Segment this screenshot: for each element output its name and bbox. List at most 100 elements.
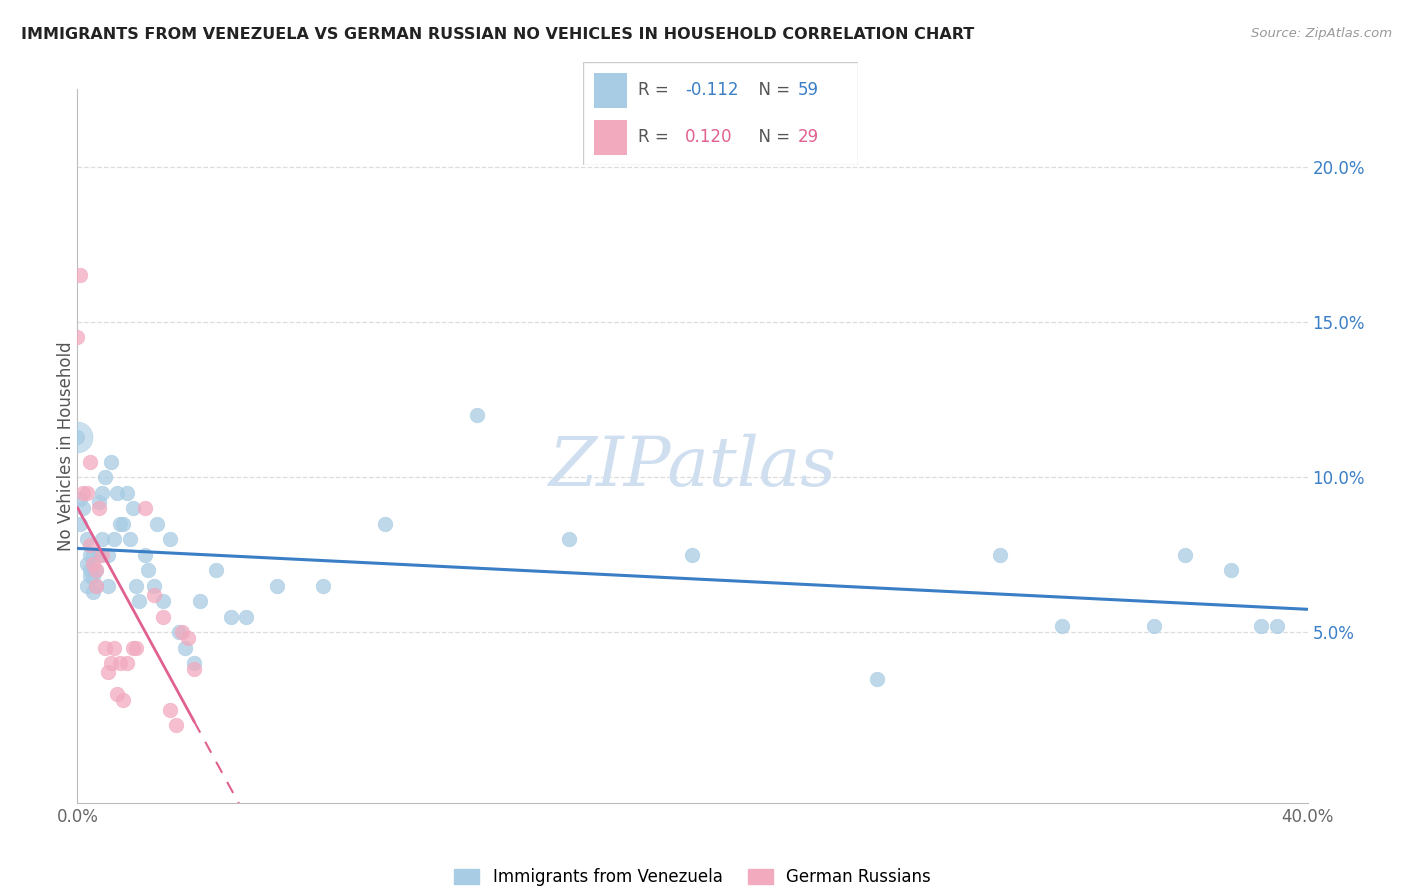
- Point: [76, 557, 98, 571]
- Point: [105, 485, 128, 500]
- Text: Source: ZipAtlas.com: Source: ZipAtlas.com: [1251, 27, 1392, 40]
- Point: [82, 548, 104, 562]
- Text: R =: R =: [638, 81, 675, 99]
- Point: [76, 532, 98, 546]
- Point: [97, 548, 120, 562]
- Point: [90, 485, 114, 500]
- Point: [1219, 563, 1241, 577]
- Point: [84, 579, 107, 593]
- Point: [72, 485, 94, 500]
- Point: [79, 548, 101, 562]
- Point: [69, 268, 91, 283]
- Point: [1050, 619, 1073, 633]
- Text: IMMIGRANTS FROM VENEZUELA VS GERMAN RUSSIAN NO VEHICLES IN HOUSEHOLD CORRELATION: IMMIGRANTS FROM VENEZUELA VS GERMAN RUSS…: [21, 27, 974, 42]
- Point: [177, 632, 200, 646]
- Point: [170, 625, 193, 640]
- Point: [159, 532, 181, 546]
- Legend: Immigrants from Venezuela, German Russians: Immigrants from Venezuela, German Russia…: [447, 861, 938, 892]
- Point: [125, 579, 148, 593]
- Point: [115, 656, 138, 670]
- Point: [465, 408, 488, 422]
- Point: [866, 672, 889, 686]
- Point: [988, 548, 1011, 562]
- Point: [79, 569, 101, 583]
- Point: [90, 532, 114, 546]
- Point: [266, 579, 288, 593]
- Point: [125, 640, 148, 655]
- Point: [103, 640, 125, 655]
- Y-axis label: No Vehicles in Household: No Vehicles in Household: [58, 341, 75, 551]
- Point: [374, 516, 396, 531]
- Point: [188, 594, 212, 608]
- Point: [72, 501, 94, 516]
- Point: [146, 516, 169, 531]
- Text: 59: 59: [797, 81, 818, 99]
- Point: [136, 563, 159, 577]
- FancyBboxPatch shape: [595, 120, 627, 155]
- Point: [682, 548, 704, 562]
- Point: [143, 588, 166, 602]
- Point: [312, 579, 335, 593]
- Point: [82, 557, 104, 571]
- Point: [76, 485, 98, 500]
- Point: [90, 548, 114, 562]
- Text: N =: N =: [748, 128, 796, 146]
- Point: [82, 569, 104, 583]
- Point: [69, 491, 91, 506]
- Point: [159, 703, 181, 717]
- Point: [183, 662, 205, 676]
- Point: [97, 665, 120, 680]
- Point: [84, 563, 107, 577]
- Point: [112, 516, 135, 531]
- Point: [69, 516, 91, 531]
- Point: [134, 501, 156, 516]
- Point: [1143, 619, 1166, 633]
- Point: [152, 594, 174, 608]
- Point: [1174, 548, 1197, 562]
- Point: [167, 625, 190, 640]
- FancyBboxPatch shape: [583, 62, 858, 165]
- Point: [152, 609, 174, 624]
- Point: [235, 609, 257, 624]
- Point: [204, 563, 226, 577]
- Point: [66, 430, 89, 444]
- Point: [134, 548, 156, 562]
- FancyBboxPatch shape: [595, 73, 627, 108]
- Point: [79, 538, 101, 552]
- Point: [110, 516, 132, 531]
- Point: [121, 501, 143, 516]
- Point: [219, 609, 242, 624]
- Point: [110, 656, 132, 670]
- Point: [84, 563, 107, 577]
- Point: [128, 594, 150, 608]
- Point: [100, 656, 122, 670]
- Text: N =: N =: [748, 81, 796, 99]
- Point: [84, 579, 107, 593]
- Point: [1265, 619, 1288, 633]
- Point: [165, 718, 187, 732]
- Point: [97, 579, 120, 593]
- Point: [143, 579, 166, 593]
- Point: [1250, 619, 1272, 633]
- Point: [94, 640, 117, 655]
- Point: [66, 430, 89, 444]
- Point: [66, 330, 89, 344]
- Point: [174, 640, 197, 655]
- Point: [105, 687, 128, 701]
- Point: [118, 532, 141, 546]
- Point: [183, 656, 205, 670]
- Point: [94, 470, 117, 484]
- Point: [112, 693, 135, 707]
- Text: 29: 29: [797, 128, 818, 146]
- Point: [87, 495, 110, 509]
- Point: [558, 532, 581, 546]
- Text: 0.120: 0.120: [685, 128, 733, 146]
- Point: [79, 563, 101, 577]
- Point: [79, 454, 101, 468]
- Point: [121, 640, 143, 655]
- Point: [82, 584, 104, 599]
- Text: -0.112: -0.112: [685, 81, 738, 99]
- Text: R =: R =: [638, 128, 675, 146]
- Point: [87, 501, 110, 516]
- Point: [115, 485, 138, 500]
